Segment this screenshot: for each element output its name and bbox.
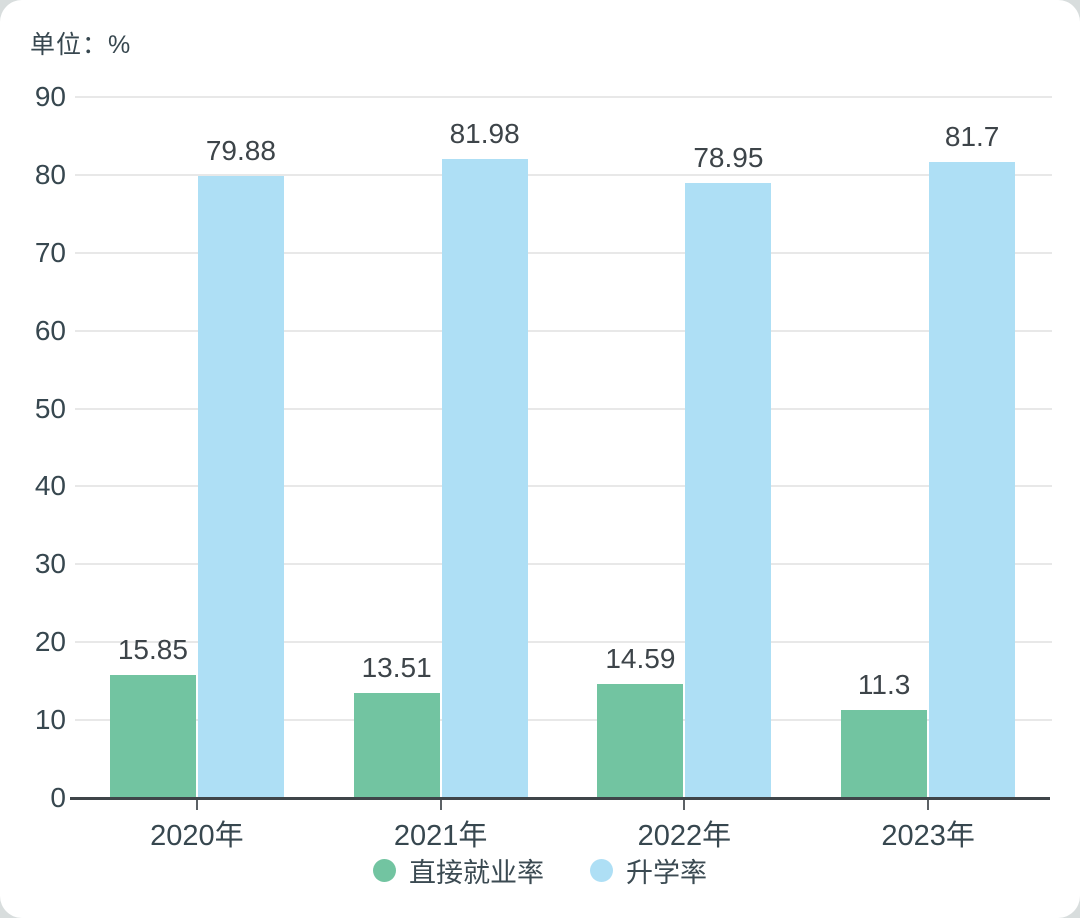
gridline-50 (75, 407, 1052, 410)
gridline-70 (75, 251, 1052, 254)
y-axis-tick-label: 60 (34, 314, 66, 346)
legend: 直接就业率 升学率 (0, 851, 1080, 890)
unit-label: 单位：% (30, 31, 132, 59)
bar-value-label: 15.85 (117, 633, 188, 665)
legend-item-升学率: 升学率 (590, 851, 707, 890)
x-axis-tick (439, 799, 442, 810)
legend-label: 升学率 (626, 858, 707, 888)
legend-label: 直接就业率 (409, 858, 544, 888)
y-axis-tick-label: 30 (34, 548, 66, 580)
legend-swatch-icon (373, 859, 396, 882)
bar-value-label: 78.95 (693, 142, 764, 174)
y-axis-tick-label: 40 (34, 470, 66, 502)
bar-value-label: 14.59 (605, 643, 676, 675)
gridline-30 (75, 563, 1052, 566)
bar-直接就业率-2022年 (597, 684, 684, 798)
bar-value-label: 11.3 (857, 668, 911, 700)
y-axis-tick-label: 10 (34, 704, 66, 736)
y-axis-tick-label: 0 (50, 782, 66, 813)
y-axis-tick-label: 20 (34, 626, 66, 658)
y-axis-tick-label: 90 (34, 81, 66, 112)
y-axis-tick-label: 80 (34, 158, 66, 190)
gridline-90 (75, 96, 1052, 98)
bar-升学率-2023年 (929, 161, 1016, 798)
gridline-40 (75, 485, 1052, 488)
bar-直接就业率-2021年 (353, 692, 440, 798)
x-axis-tick (195, 799, 198, 810)
x-axis-category-label: 2020年 (150, 820, 244, 852)
bar-直接就业率-2020年 (109, 674, 196, 798)
bar-value-label: 13.51 (361, 651, 432, 683)
x-axis-category-label: 2022年 (637, 820, 732, 852)
gridline-10 (75, 719, 1052, 722)
bar-升学率-2022年 (685, 183, 772, 798)
x-axis-tick (927, 799, 930, 810)
bar-升学率-2020年 (197, 175, 284, 798)
bar-value-label: 81.98 (449, 118, 520, 150)
bar-value-label: 79.88 (205, 134, 276, 166)
x-axis-tick (683, 799, 686, 810)
y-axis-tick-label: 50 (34, 392, 66, 424)
legend-swatch-icon (590, 859, 613, 882)
x-axis-category-label: 2021年 (393, 820, 488, 852)
gridline-20 (75, 641, 1052, 644)
x-axis-line (70, 797, 1050, 800)
bar-升学率-2021年 (441, 159, 528, 798)
legend-item-直接就业率: 直接就业率 (373, 851, 544, 890)
bar-value-label: 81.7 (944, 120, 1000, 152)
gridline-80 (75, 173, 1052, 176)
y-axis-tick-label: 70 (34, 236, 66, 268)
bar-直接就业率-2023年 (841, 709, 928, 798)
gridline-60 (75, 329, 1052, 332)
x-axis-category-label: 2023年 (881, 820, 975, 852)
